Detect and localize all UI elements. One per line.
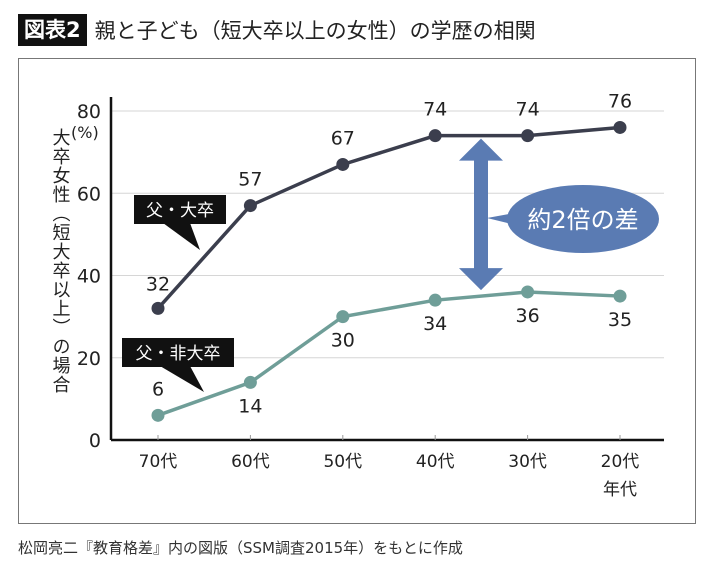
series-line-0 — [156, 125, 621, 310]
figure-title-text: 親と子ども（短大卒以上の女性）の学歴の相関 — [94, 19, 536, 43]
y-tick-label: 80 — [77, 101, 101, 123]
data-label: 36 — [516, 305, 540, 327]
y-unit-label: (%) — [71, 123, 99, 142]
chart-frame — [18, 58, 696, 524]
figure-badge: 図表2 — [18, 14, 87, 46]
data-label: 76 — [608, 90, 632, 112]
y-tick-label: 20 — [77, 348, 101, 370]
legend-label-box — [122, 338, 234, 367]
data-point — [151, 301, 165, 315]
data-point — [521, 129, 535, 143]
data-point — [613, 289, 627, 303]
x-tick-label: 20代 — [601, 452, 640, 472]
y-tick-label: 0 — [89, 430, 101, 452]
data-point — [151, 408, 165, 422]
data-label: 57 — [238, 169, 262, 191]
data-label: 35 — [608, 309, 632, 331]
data-point — [243, 375, 257, 389]
data-point — [336, 310, 350, 324]
data-label: 32 — [146, 273, 170, 295]
x-axis-label: 年代 — [603, 480, 637, 500]
data-label: 74 — [423, 99, 447, 121]
legend-callout-tail — [163, 223, 200, 250]
legend-callout-tail — [160, 366, 204, 392]
y-axis-label: 大卒女性（短大卒以上）の場合 — [50, 128, 71, 394]
data-label: 34 — [423, 313, 447, 335]
callout-text: 約2倍の差 — [527, 206, 638, 234]
data-label: 74 — [516, 99, 540, 121]
x-tick-label: 60代 — [231, 452, 270, 472]
double-arrow — [459, 138, 503, 291]
data-label: 14 — [238, 395, 262, 417]
callout-bubble — [507, 185, 659, 253]
data-point — [521, 285, 535, 299]
x-tick-label: 50代 — [323, 452, 362, 472]
data-label: 6 — [152, 378, 164, 400]
data-point — [428, 293, 442, 307]
data-point — [336, 157, 350, 171]
data-label: 30 — [331, 330, 355, 352]
legend-label: 父・非大卒 — [136, 344, 221, 364]
series-line-1 — [157, 290, 621, 417]
data-point — [613, 120, 627, 134]
x-tick-label: 70代 — [139, 452, 178, 472]
legend-label-box — [134, 195, 226, 224]
y-tick-label: 60 — [77, 183, 101, 205]
data-point — [243, 199, 257, 213]
legend-label: 父・大卒 — [146, 201, 214, 221]
data-point — [428, 129, 442, 143]
x-tick-label: 40代 — [416, 452, 455, 472]
y-tick-label: 40 — [77, 266, 101, 288]
data-label: 67 — [331, 127, 355, 149]
x-tick-label: 30代 — [508, 452, 547, 472]
figure-title: 図表2 親と子ども（短大卒以上の女性）の学歴の相関 — [18, 14, 536, 46]
source-note: 松岡亮二『教育格差』内の図版（SSM調査2015年）をもとに作成 — [18, 539, 463, 557]
